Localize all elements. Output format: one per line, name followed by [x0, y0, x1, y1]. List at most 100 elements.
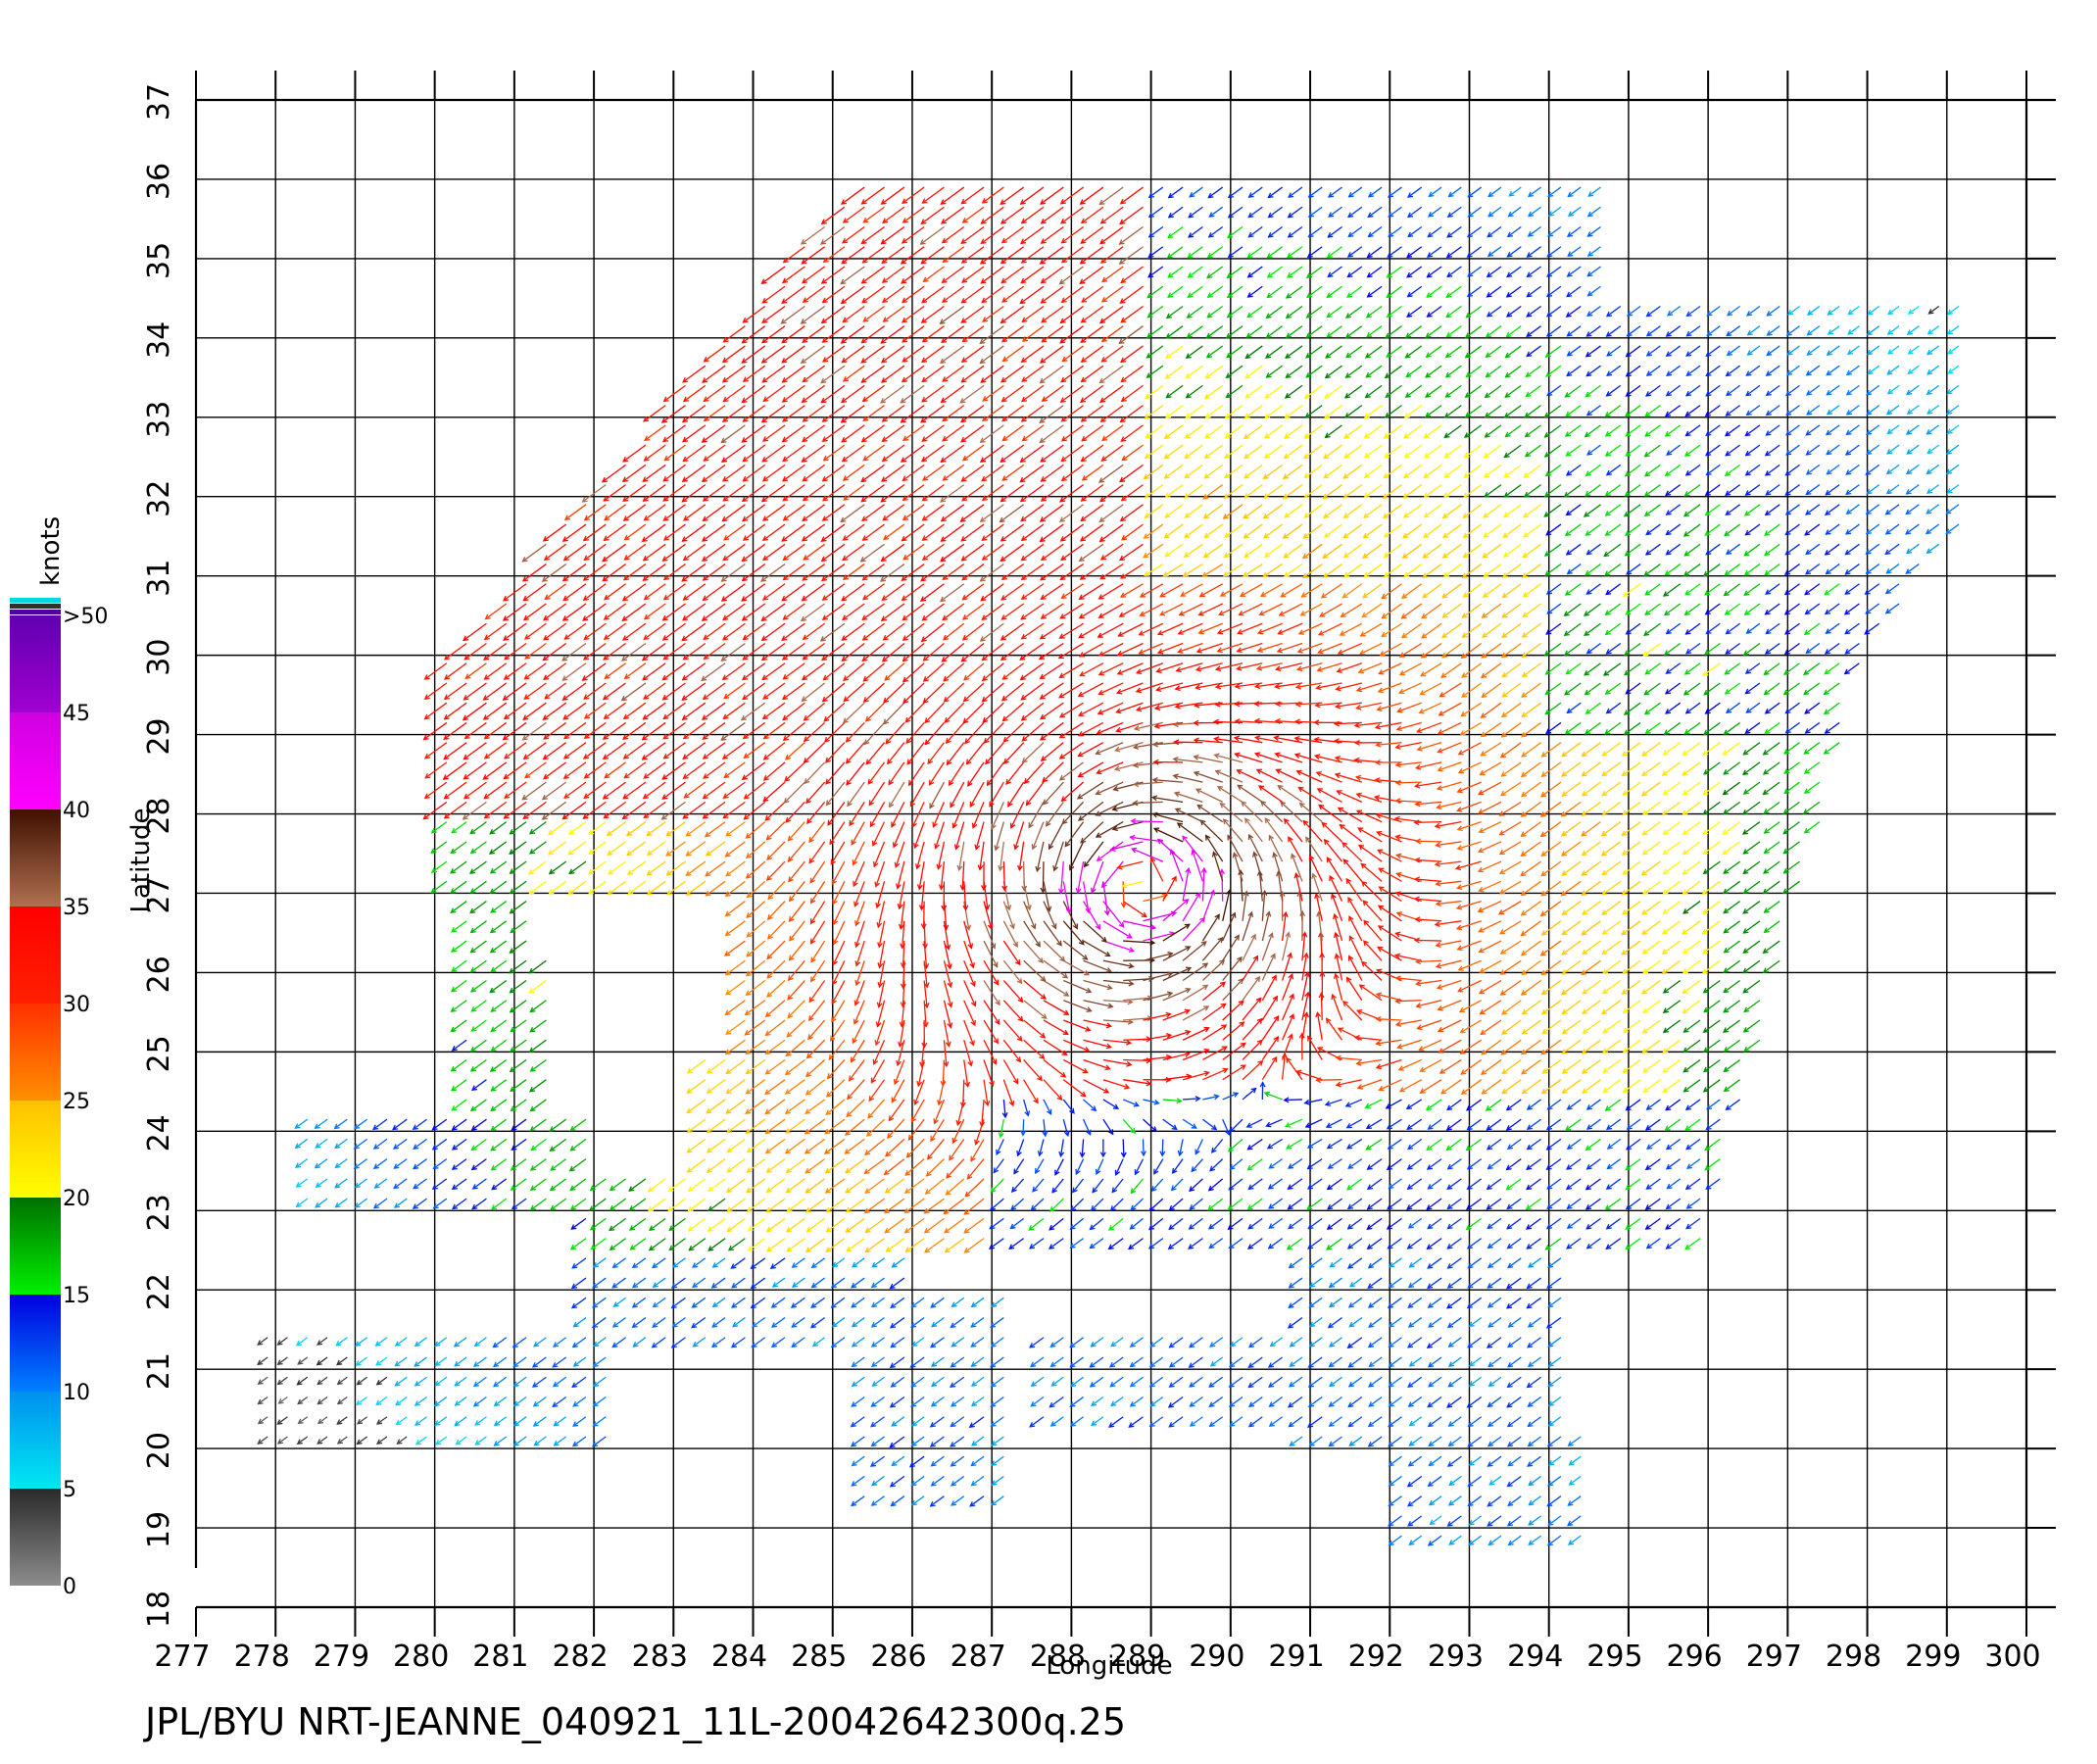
wind-vector-3732 [1079, 266, 1104, 285]
wind-vector-2379 [1703, 682, 1721, 696]
wind-vector-2760 [901, 564, 925, 581]
wind-vector-91 [591, 1436, 607, 1447]
wind-vector-1086 [1460, 1079, 1483, 1096]
wind-vector-342 [552, 1337, 567, 1348]
wind-vector-164 [1487, 1416, 1502, 1428]
wind-vector-600 [903, 1217, 925, 1234]
wind-vector-3753 [1506, 266, 1522, 278]
wind-vector-936 [764, 1118, 786, 1135]
wind-vector-2238 [1723, 721, 1741, 735]
wind-vector-2881 [1926, 543, 1940, 554]
wind-vector-809 [904, 1158, 925, 1176]
wind-vector-3381 [1099, 384, 1124, 404]
wind-vector-2169 [1762, 742, 1780, 756]
wind-vector-1375 [1540, 979, 1562, 996]
wind-vector-447 [951, 1297, 965, 1308]
wind-vector-250 [1089, 1376, 1104, 1388]
wind-vector-1609 [1662, 901, 1682, 914]
wind-vector-2813 [562, 543, 587, 562]
wind-vector-2346 [1039, 682, 1064, 700]
wind-vector-730 [667, 1178, 686, 1193]
wind-vector-1079 [1315, 1077, 1342, 1084]
wind-vector-189 [910, 1396, 925, 1407]
wind-vector-2456 [1824, 662, 1840, 675]
wind-vector-3211 [1643, 444, 1661, 458]
wind-vector-928 [511, 1118, 527, 1131]
wind-vector-491 [1487, 1277, 1502, 1289]
wind-vector-970 [1445, 1118, 1462, 1131]
wind-vector-121 [375, 1416, 388, 1425]
wind-vector-3378 [1041, 384, 1064, 402]
wind-vector-1523 [1102, 920, 1133, 939]
wind-vector-578 [1605, 1238, 1622, 1250]
wind-vector-1891 [1803, 821, 1821, 834]
wind-vector-3471 [1625, 365, 1641, 377]
wind-vector-1080 [1335, 1079, 1362, 1088]
wind-vector-1661 [1342, 858, 1363, 882]
wind-vector-1989 [969, 781, 985, 808]
wind-vector-1470 [1182, 916, 1206, 942]
wind-vector-1150 [1581, 1058, 1601, 1074]
wind-vector-325 [1527, 1356, 1541, 1368]
wind-vector-96 [929, 1436, 945, 1447]
wind-vector-1970 [583, 781, 607, 800]
wind-vector-308 [1188, 1356, 1203, 1368]
wind-vector-2090 [1581, 761, 1601, 777]
wind-vector-3322 [1224, 405, 1244, 419]
wind-vector-3298 [742, 405, 766, 422]
wind-vector-2702 [1119, 583, 1144, 598]
colorbar-label-8: 40 [63, 799, 90, 823]
wind-vector-2521 [1703, 642, 1721, 656]
wind-vector-2380 [1724, 682, 1741, 695]
wind-vector-3585 [1404, 325, 1423, 338]
wind-vector-449 [990, 1297, 1004, 1308]
wind-vector-1992 [1025, 781, 1045, 807]
wind-vector-170 [297, 1396, 309, 1405]
wind-vector-2667 [1824, 603, 1840, 615]
wind-vector-3531 [1566, 345, 1582, 357]
wind-vector-2192 [803, 721, 826, 743]
wind-vector-2208 [1115, 721, 1144, 733]
wind-vector-3514 [1226, 345, 1244, 359]
wind-vector-1850 [994, 821, 1004, 852]
wind-vector-994 [784, 1099, 805, 1114]
wind-vector-1611 [1702, 901, 1721, 914]
wind-vector-3000 [1502, 504, 1522, 518]
wind-vector-1067 [1102, 1079, 1131, 1090]
wind-vector-1694 [626, 860, 647, 876]
wind-vector-802 [765, 1158, 786, 1173]
wind-vector-3622 [920, 305, 945, 323]
wind-vector-2823 [761, 543, 786, 562]
wind-vector-3256 [1224, 424, 1244, 439]
wind-vector-3435 [901, 365, 925, 383]
wind-vector-608 [1069, 1217, 1084, 1230]
wind-vector-2851 [1322, 543, 1342, 560]
wind-vector-1056 [868, 1079, 886, 1102]
wind-vector-2835 [1000, 543, 1025, 563]
wind-vector-1340 [853, 980, 865, 1006]
wind-vector-1290 [1002, 1000, 1024, 1022]
wind-vector-2683 [741, 583, 766, 602]
wind-vector-559 [1228, 1238, 1244, 1250]
wind-vector-2704 [1159, 583, 1184, 598]
wind-vector-296 [930, 1356, 945, 1367]
wind-vector-542 [885, 1238, 905, 1252]
wind-vector-2477 [821, 642, 846, 662]
wind-vector-2924 [1383, 523, 1402, 538]
wind-vector-2511 [1500, 642, 1522, 659]
wind-vector-492 [1505, 1277, 1522, 1290]
wind-vector-2011 [1394, 779, 1422, 786]
wind-vector-1566 [809, 901, 826, 925]
wind-vector-910 [1585, 1138, 1601, 1152]
wind-vector-1620 [528, 880, 547, 895]
wind-vector-1504 [510, 920, 527, 934]
wind-vector-301 [1049, 1356, 1064, 1368]
wind-vector-336 [434, 1337, 448, 1348]
wind-vector-1784 [1052, 841, 1064, 872]
wind-vector-3438 [960, 365, 985, 383]
wind-vector-2989 [1284, 504, 1303, 518]
wind-vector-1292 [1043, 1000, 1070, 1015]
wind-vector-3289 [1886, 424, 1900, 435]
wind-vector-3238 [860, 424, 885, 443]
wind-vector-65 [1407, 1455, 1423, 1467]
